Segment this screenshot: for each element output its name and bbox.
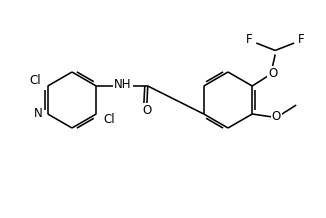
Text: F: F	[246, 32, 253, 46]
Text: NH: NH	[114, 78, 132, 92]
Text: O: O	[268, 67, 277, 80]
Text: O: O	[142, 104, 151, 117]
Text: Cl: Cl	[29, 73, 40, 87]
Text: Cl: Cl	[103, 114, 115, 126]
Text: F: F	[298, 32, 304, 46]
Text: N: N	[33, 107, 42, 121]
Text: O: O	[272, 110, 281, 123]
